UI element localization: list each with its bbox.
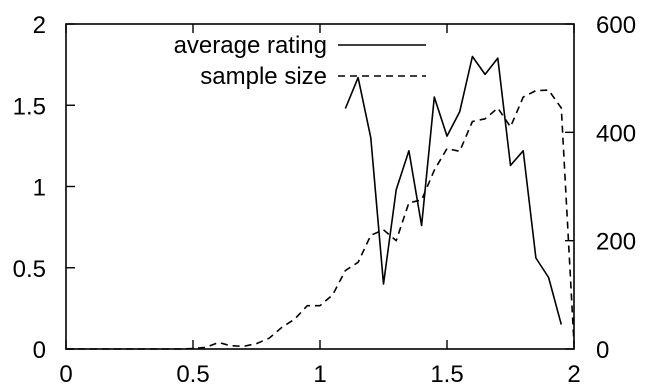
legend-label-average-rating: average rating [174,32,327,59]
y2-tick-label: 600 [596,12,636,39]
series-layer [66,55,575,350]
y-tick-label: 2 [33,12,46,39]
x-tick-label: 0 [59,361,72,388]
y-tick-label: 0.5 [13,256,46,283]
x-tick-label: 1 [313,361,326,388]
x-tick-label: 0.5 [176,361,209,388]
y-tick-label: 1 [33,175,46,202]
y-tick-label: 0 [33,337,46,364]
legend-label-sample-size: sample size [200,63,327,90]
x-tick-label: 2 [567,361,580,388]
y2-tick-label: 0 [596,337,609,364]
x-tick-label: 1.5 [430,361,463,388]
y-tick-label: 1.5 [13,93,46,120]
legend: average rating sample size [174,32,426,90]
y2-tick-label: 200 [596,229,636,256]
series-line-sample-size [66,89,575,350]
y2-tick-label: 400 [596,120,636,147]
series-line-average-rating [344,55,563,325]
